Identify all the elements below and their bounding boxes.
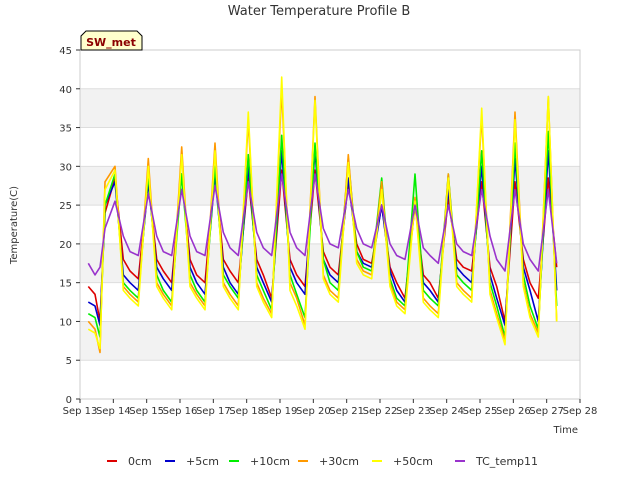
x-axis-label: Time [553,425,578,436]
y-tick-label: 30 [59,162,72,173]
x-tick-label: Sep 28 [563,406,598,417]
chart-title: Water Temperature Profile B [228,4,411,19]
plot-frame [79,49,581,400]
series-line-tc-temp11 [87,173,558,276]
y-tick-label: 15 [59,279,72,290]
x-tick-label: Sep 16 [163,406,198,417]
legend-label: TC_temp11 [475,455,538,468]
series-line--50cm [87,76,558,350]
station-badge-shape [80,30,143,51]
x-tick-label: Sep 22 [363,406,398,417]
legend-label: +10cm [250,455,290,468]
x-tick-label: Sep 23 [396,406,431,417]
y-tick-label: 25 [59,201,72,212]
plot-background [80,50,580,399]
legend-label: +5cm [186,455,219,468]
x-tick-label: Sep 19 [263,406,298,417]
plot-band [80,321,580,361]
plot-band [80,88,580,128]
plot-band [80,166,580,206]
legend: 0cm +5cm +10cm +30cm +50cm TC_temp11 [107,455,538,468]
y-tick-label: 40 [59,85,72,96]
y-tick-label: 5 [66,356,72,367]
x-tick-label: Sep 20 [296,406,331,417]
x-tick-label: Sep 13 [63,406,98,417]
legend-label: +50cm [393,455,433,468]
y-tick-label: 20 [59,240,72,251]
y-tick-label: 0 [66,395,72,406]
station-badge-label: SW_met [86,36,136,49]
x-tick-label: Sep 14 [96,406,131,417]
series-layer [87,76,558,354]
legend-label: +30cm [319,455,359,468]
legend-label: 0cm [128,455,152,468]
y-axis-label: Temperature(C) [9,186,20,265]
station-badge: SW_met [80,30,143,51]
y-axis-ticks: 0 5 10 15 20 25 30 35 40 45 [59,46,80,406]
y-tick-label: 45 [59,46,72,57]
x-tick-label: Sep 27 [529,406,564,417]
x-tick-label: Sep 24 [429,406,464,417]
x-tick-label: Sep 17 [196,406,231,417]
x-tick-label: Sep 15 [129,406,164,417]
y-tick-label: 10 [59,317,72,328]
x-tick-label: Sep 21 [329,406,364,417]
x-tick-label: Sep 25 [463,406,498,417]
x-tick-label: Sep 26 [496,406,531,417]
y-tick-label: 35 [59,124,72,135]
x-tick-label: Sep 18 [229,406,264,417]
